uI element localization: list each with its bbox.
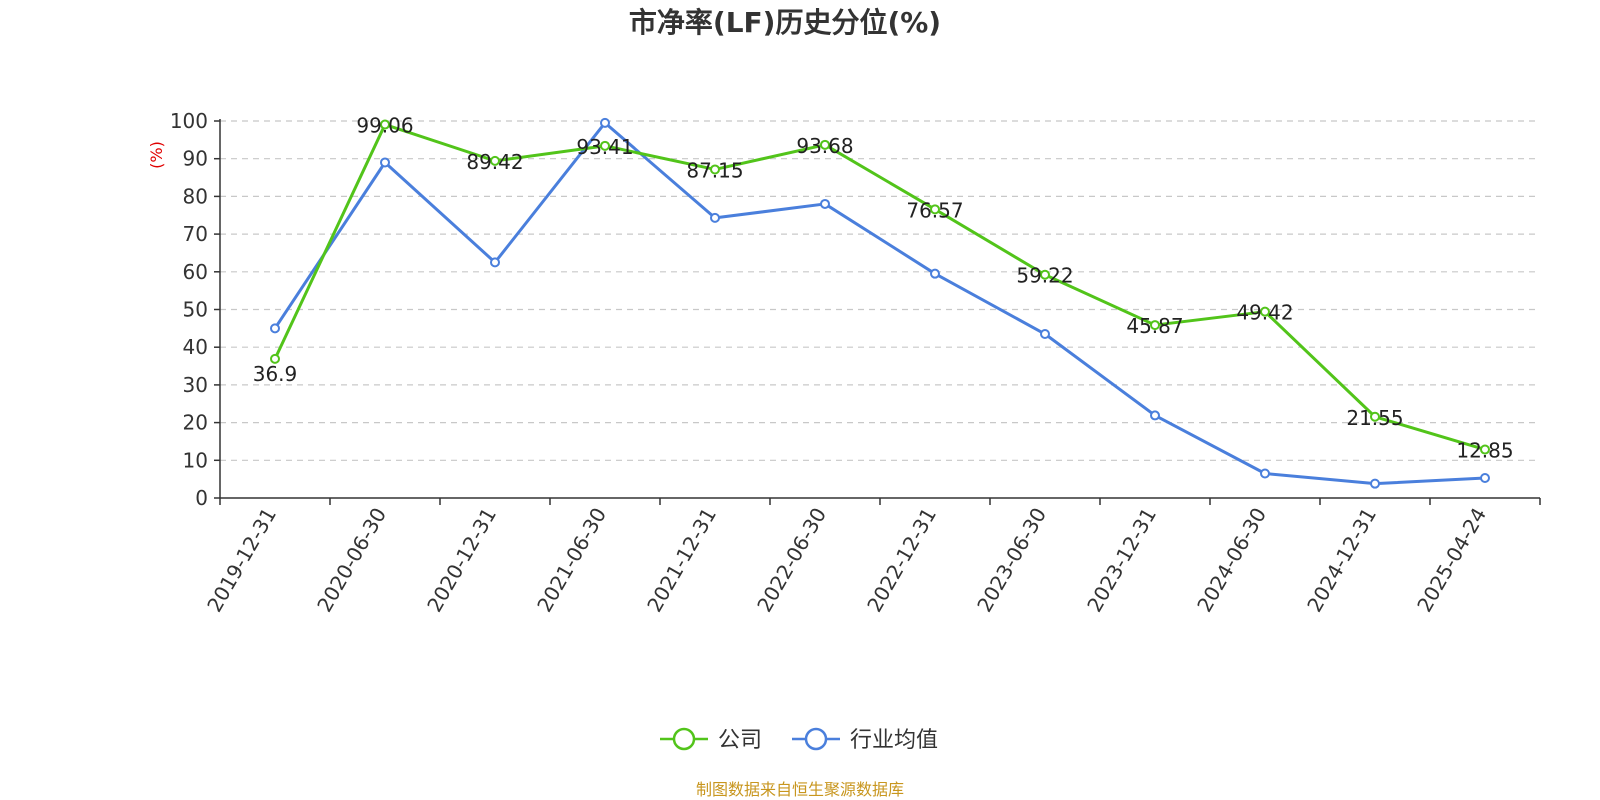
y-tick-label: 30 <box>183 373 208 397</box>
data-point-industry[interactable] <box>930 268 940 279</box>
source-note: 制图数据来自恒生聚源数据库 <box>696 780 904 799</box>
y-tick-label: 90 <box>183 147 208 171</box>
data-point-company[interactable] <box>930 204 940 215</box>
data-point-industry[interactable] <box>1040 329 1050 340</box>
data-point-industry[interactable] <box>1260 468 1270 479</box>
y-tick-label: 60 <box>183 260 208 284</box>
data-point-company[interactable] <box>1040 269 1050 280</box>
data-label-company: 93.41 <box>576 135 633 159</box>
data-label-company: 89.42 <box>466 150 523 174</box>
data-point-industry[interactable] <box>600 117 610 128</box>
data-point-industry[interactable] <box>820 198 830 209</box>
legend-industry-circle-icon <box>804 727 828 751</box>
data-point-industry[interactable] <box>710 212 720 223</box>
x-tick-label: 2020-06-30 <box>312 504 391 617</box>
legend-company-circle-icon <box>672 727 696 751</box>
data-point-company[interactable] <box>380 119 390 130</box>
axes: 0 10 20 30 40 50 60 70 80 90 100 2019-12-31 2020-06-… <box>170 109 1541 617</box>
data-label-company: 36.9 <box>253 362 298 386</box>
data-label-company: 21.55 <box>1346 406 1403 430</box>
x-tick-label: 2022-06-30 <box>752 504 831 617</box>
x-tick-label: 2023-12-31 <box>1082 504 1161 617</box>
data-point-company[interactable] <box>600 140 610 151</box>
legend-industry-label: 行业均值 <box>850 728 938 753</box>
data-label-company: 99.06 <box>356 114 413 138</box>
x-tick-label: 2021-06-30 <box>532 504 611 617</box>
y-axis-unit-label: (%) <box>147 141 166 169</box>
data-point-industry[interactable] <box>1370 478 1380 489</box>
data-label-company: 45.87 <box>1126 314 1183 338</box>
x-tick-label: 2022-12-31 <box>862 504 941 617</box>
y-tick-label: 80 <box>183 184 208 208</box>
data-labels: 36.9 99.06 89.42 93.41 87.15 93.68 76.57 59.22 4… <box>253 114 1514 463</box>
data-point-company[interactable] <box>490 155 500 166</box>
legend-item-company[interactable]: 公司 <box>660 727 762 753</box>
x-tick-label: 2023-06-30 <box>972 504 1051 617</box>
legend-item-industry[interactable]: 行业均值 <box>792 727 938 753</box>
y-tick-label: 40 <box>183 335 208 359</box>
legend-company-label: 公司 <box>718 728 762 753</box>
x-tick-label: 2019-12-31 <box>202 504 281 617</box>
y-tick-label: 0 <box>195 486 208 510</box>
series-line-company <box>273 123 1486 451</box>
chart-title: 市净率(LF)历史分位(%) <box>629 6 941 39</box>
data-point-industry[interactable] <box>380 157 390 168</box>
data-label-company: 49.42 <box>1236 301 1293 325</box>
data-point-industry[interactable] <box>1150 410 1160 421</box>
x-tick-label: 2025-04-24 <box>1412 504 1491 617</box>
x-tick-label: 2020-12-31 <box>422 504 501 617</box>
data-point-company[interactable] <box>1150 320 1160 331</box>
data-label-company: 87.15 <box>686 158 743 182</box>
x-tick-label: 2024-06-30 <box>1192 504 1271 617</box>
data-point-industry[interactable] <box>490 257 500 268</box>
data-point-company[interactable] <box>1370 411 1380 422</box>
data-point-company[interactable] <box>820 139 830 150</box>
data-point-company[interactable] <box>710 164 720 175</box>
series-lines <box>270 117 1490 489</box>
x-tick-label: 2024-12-31 <box>1302 504 1381 617</box>
grid-lines <box>220 120 1540 461</box>
y-tick-label: 70 <box>183 222 208 246</box>
series-line-industry <box>273 121 1486 486</box>
x-tick-label: 2021-12-31 <box>642 504 721 617</box>
y-tick-label: 100 <box>170 109 208 133</box>
data-label-company: 76.57 <box>906 198 963 222</box>
data-point-company[interactable] <box>1260 306 1270 317</box>
y-tick-label: 20 <box>183 411 208 435</box>
y-tick-label: 50 <box>183 298 208 322</box>
data-point-company[interactable] <box>270 353 280 364</box>
data-label-company: 59.22 <box>1016 264 1073 288</box>
y-tick-label: 10 <box>183 448 208 472</box>
data-point-industry[interactable] <box>270 323 280 334</box>
data-point-company[interactable] <box>1480 444 1490 455</box>
legend: 公司 行业均值 <box>660 727 938 753</box>
data-label-company: 12.85 <box>1456 439 1513 463</box>
data-label-company: 93.68 <box>796 134 853 158</box>
data-point-industry[interactable] <box>1480 473 1490 484</box>
